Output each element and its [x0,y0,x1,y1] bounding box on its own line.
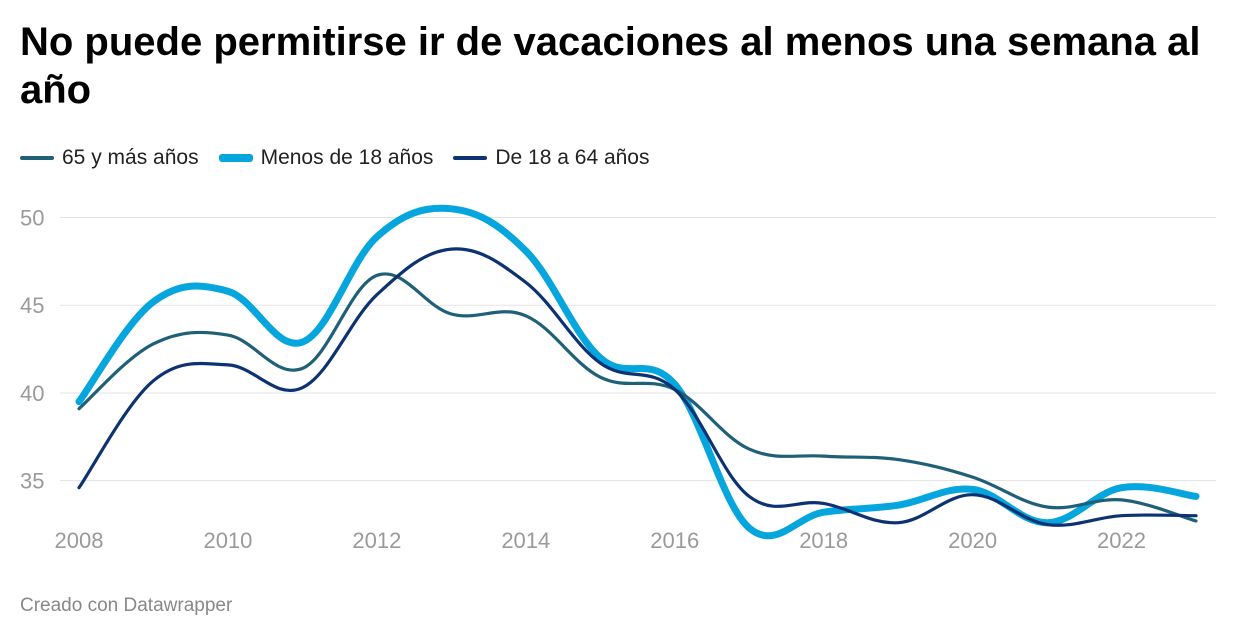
y-tick-label-45: 45 [20,293,44,318]
x-tick-label-2016: 2016 [650,528,699,553]
x-tick-label-2008: 2008 [55,528,104,553]
legend-item-18-64: De 18 a 64 años [453,146,650,170]
series-line-65-y-m-s-a-os [77,272,1198,523]
x-tick-label-2010: 2010 [203,528,252,553]
legend-label-under-18: Menos de 18 años [260,146,434,169]
x-tick-label-2014: 2014 [501,528,550,553]
chart-title: No puede permitirse ir de vacaciones al … [20,20,1201,112]
y-tick-label-50: 50 [20,206,44,231]
x-tick-label-2018: 2018 [799,528,848,553]
legend-swatch-18-64 [453,156,488,160]
legend: 65 y más años Menos de 18 años De 18 a 6… [20,146,650,170]
x-tick-label-2022: 2022 [1097,528,1146,553]
legend-swatch-under-18 [218,154,253,162]
x-tick-label-2012: 2012 [352,528,401,553]
x-tick-label-2020: 2020 [948,528,997,553]
legend-item-65-plus: 65 y más años [20,146,199,170]
legend-item-under-18: Menos de 18 años [218,146,434,170]
legend-swatch-65-plus [20,156,54,160]
series-line-de-18-a-64-a-os [77,247,1198,527]
y-tick-label-40: 40 [20,381,44,406]
footer-credit: Creado con Datawrapper [20,595,233,616]
legend-label-18-64: De 18 a 64 años [495,146,650,169]
y-tick-label-35: 35 [20,469,44,494]
legend-label-65-plus: 65 y más años [62,146,199,169]
series-line-menos-de-18-a-os [75,204,1200,540]
